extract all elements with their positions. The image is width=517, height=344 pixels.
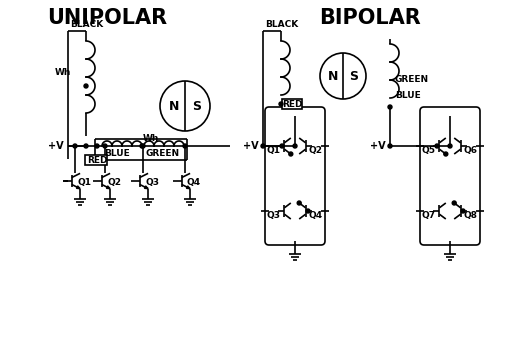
- Text: Q6: Q6: [464, 146, 478, 155]
- Polygon shape: [77, 186, 80, 189]
- Circle shape: [388, 105, 392, 109]
- Text: BLACK: BLACK: [70, 20, 103, 29]
- Text: Q4: Q4: [309, 211, 323, 220]
- Text: GREEN: GREEN: [146, 149, 180, 158]
- Circle shape: [183, 144, 187, 148]
- Text: +V: +V: [370, 141, 386, 151]
- Text: Q7: Q7: [422, 211, 436, 220]
- Text: Q2: Q2: [309, 146, 323, 155]
- Circle shape: [84, 84, 88, 88]
- Text: N: N: [327, 69, 338, 83]
- Text: +V: +V: [49, 141, 64, 151]
- Text: Wh: Wh: [55, 67, 71, 76]
- Text: Q1: Q1: [267, 146, 281, 155]
- Circle shape: [444, 152, 448, 156]
- Text: Q2: Q2: [107, 178, 121, 186]
- Circle shape: [289, 152, 293, 156]
- Text: Q5: Q5: [422, 146, 436, 155]
- FancyBboxPatch shape: [282, 99, 302, 109]
- Circle shape: [279, 102, 283, 106]
- Text: Q1: Q1: [77, 178, 91, 186]
- Polygon shape: [144, 186, 148, 189]
- Circle shape: [448, 144, 452, 148]
- FancyBboxPatch shape: [420, 107, 480, 245]
- Text: S: S: [192, 99, 201, 112]
- Text: S: S: [349, 69, 358, 83]
- Text: UNIPOLAR: UNIPOLAR: [47, 8, 167, 28]
- Circle shape: [103, 144, 107, 148]
- Polygon shape: [107, 186, 110, 189]
- Circle shape: [141, 144, 145, 148]
- Circle shape: [140, 144, 144, 148]
- Text: Q3: Q3: [267, 211, 281, 220]
- Text: +V: +V: [244, 141, 259, 151]
- Circle shape: [461, 209, 465, 213]
- Polygon shape: [187, 186, 190, 189]
- Circle shape: [452, 201, 456, 205]
- Text: Wh: Wh: [143, 134, 159, 143]
- Circle shape: [388, 144, 392, 148]
- Text: RED: RED: [282, 99, 302, 108]
- FancyBboxPatch shape: [265, 107, 325, 245]
- Text: GREEN: GREEN: [395, 75, 429, 84]
- Circle shape: [73, 144, 77, 148]
- Circle shape: [297, 201, 301, 205]
- Text: BLUE: BLUE: [104, 149, 130, 158]
- Text: BLUE: BLUE: [395, 90, 421, 99]
- Text: BIPOLAR: BIPOLAR: [319, 8, 421, 28]
- Text: N: N: [169, 99, 179, 112]
- Circle shape: [261, 144, 265, 148]
- Text: Q8: Q8: [464, 211, 478, 220]
- Text: RED: RED: [87, 155, 107, 164]
- Circle shape: [95, 144, 99, 148]
- Circle shape: [435, 144, 439, 148]
- FancyBboxPatch shape: [85, 155, 107, 165]
- Text: Q3: Q3: [145, 178, 159, 186]
- Circle shape: [306, 209, 310, 213]
- Text: Q4: Q4: [187, 178, 201, 186]
- Text: BLACK: BLACK: [265, 20, 298, 29]
- Circle shape: [293, 144, 297, 148]
- Circle shape: [280, 144, 284, 148]
- Circle shape: [84, 144, 88, 148]
